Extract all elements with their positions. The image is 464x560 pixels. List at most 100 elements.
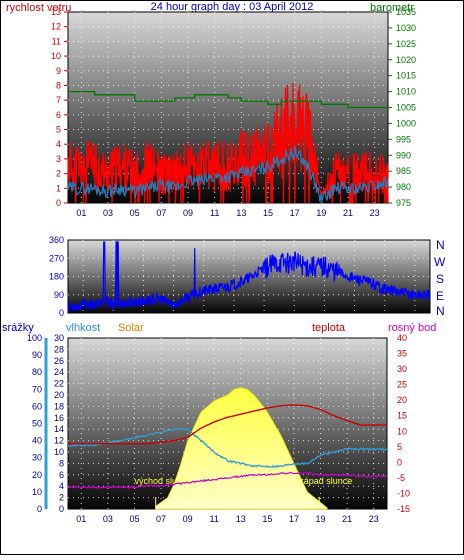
humidity-y-tick-label: 30 [54,333,64,343]
climate-x-tick-label: 07 [156,514,166,524]
temperature-y-tick-label: -10 [397,488,410,498]
wind-x-tick-label: 07 [156,208,166,218]
temperature-y-tick-label: 0 [397,457,402,467]
temperature-y-tick-label: 10 [397,426,407,436]
climate-x-tick-label: 13 [236,514,246,524]
compass-w: W [434,255,446,269]
wind-x-tick-label: 09 [183,208,193,218]
direction-panel: 0 90 180 270 360 [49,235,431,318]
wind-x-tick-label: 17 [290,208,300,218]
rain-y-tick-label: 50 [32,419,42,429]
rain-y-tick-label: 40 [32,436,42,446]
climate-panel: 0102030405060708090100024681012141618202… [27,333,410,524]
wind-x-tick-label: 11 [210,208,219,218]
barometer-y-tick-label: 1015 [396,71,416,81]
direction-y-tick-label: 90 [54,290,64,300]
solar-area [155,387,328,510]
temperature-y-tick-label: 5 [397,442,402,452]
rain-y-tick-label: 70 [32,384,42,394]
wind-panel: 0123456789101112139759809859909951000100… [51,7,416,218]
temperature-y-tick-label: 40 [397,333,407,343]
wind-direction-line [67,241,431,313]
temperature-y-tick-label: 15 [397,411,407,421]
climate-x-tick-label: 09 [183,514,193,524]
barometer-y-tick-label: 1030 [396,23,416,33]
wind-y-tick-label: 5 [56,125,61,135]
rain-y-tick-label: 80 [32,367,42,377]
humidity-y-tick-label: 20 [54,390,64,400]
humidity-y-tick-label: 18 [54,401,64,411]
wind-y-tick-label: 10 [51,51,61,61]
temperature-y-tick-label: 35 [397,349,407,359]
wind-y-tick-label: 12 [51,22,61,32]
humidity-y-tick-label: 16 [54,413,64,423]
climate-x-tick-label: 11 [210,514,219,524]
humidity-line [67,427,387,468]
barometer-y-tick-label: 995 [396,134,411,144]
solar-axis-title: Solar [118,322,144,334]
rain-y-tick-label: 20 [32,470,42,480]
wind-y-tick-label: 3 [56,154,61,164]
humidity-y-tick-label: 14 [54,424,64,434]
barometer-y-tick-label: 1020 [396,55,416,65]
climate-x-tick-label: 15 [262,514,272,524]
humidity-y-tick-label: 12 [54,436,64,446]
wind-x-tick-label: 15 [263,208,273,218]
temperature-axis-title: teplota [312,322,346,334]
dewpoint-axis-title: rosný bod [388,322,436,334]
wind-axis-title: rychlost vetru [6,2,71,14]
climate-x-tick-label: 01 [76,514,86,524]
compass-n-top: N [436,238,445,252]
wind-speed-line [67,82,389,204]
rain-y-tick-label: 10 [32,487,42,497]
sunrise-label: východ slunce [134,476,191,486]
temperature-y-tick-label: 25 [397,380,407,390]
wind-y-tick-label: 4 [56,139,61,149]
barometer-y-tick-label: 985 [396,166,411,176]
wind-x-tick-label: 05 [130,208,140,218]
wind-x-tick-label: 13 [236,208,246,218]
rain-y-tick-label: 90 [32,350,42,360]
direction-y-tick-label: 180 [49,272,64,282]
rain-y-tick-label: 30 [32,453,42,463]
wind-x-tick-label: 03 [103,208,113,218]
humidity-y-tick-label: 6 [59,470,64,480]
direction-y-tick-label: 270 [49,253,64,263]
barometer-y-tick-label: 1005 [396,103,416,113]
rain-y-tick-label: 0 [37,504,42,514]
climate-x-tick-label: 17 [289,514,299,524]
humidity-y-tick-label: 26 [54,356,64,366]
rain-y-tick-label: 100 [27,333,42,343]
barometer-y-tick-label: 1025 [396,39,416,49]
barometer-axis-title: barometr [370,2,414,14]
climate-x-tick-label: 23 [369,514,379,524]
humidity-y-tick-label: 24 [54,367,64,377]
barometer-y-tick-label: 980 [396,182,411,192]
wind-y-tick-label: 2 [56,169,61,179]
climate-x-tick-label: 05 [129,514,139,524]
compass-n-bottom: N [436,304,445,318]
humidity-y-tick-label: 2 [59,493,64,503]
humidity-y-tick-label: 0 [59,504,64,514]
barometer-y-tick-label: 990 [396,150,411,160]
temperature-y-tick-label: 30 [397,364,407,374]
barometer-y-tick-label: 1000 [396,118,416,128]
humidity-y-tick-label: 28 [54,344,64,354]
direction-y-tick-label: 360 [49,235,64,245]
temperature-y-tick-label: -15 [397,504,410,514]
wind-y-tick-label: 13 [51,7,61,17]
humidity-y-tick-label: 22 [54,379,64,389]
humidity-axis-title: vlhkost [66,322,100,334]
wind-y-tick-label: 8 [56,80,61,90]
wind-x-tick-label: 19 [316,208,326,218]
wind-y-tick-label: 11 [52,36,61,46]
barometer-y-tick-label: 1035 [396,7,416,17]
compass-s: S [436,272,444,286]
sunset-label: západ slunce [299,476,352,486]
temperature-y-tick-label: 20 [397,395,407,405]
barometer-line [68,90,388,109]
wind-x-tick-label: 21 [343,208,353,218]
climate-x-tick-label: 03 [103,514,113,524]
